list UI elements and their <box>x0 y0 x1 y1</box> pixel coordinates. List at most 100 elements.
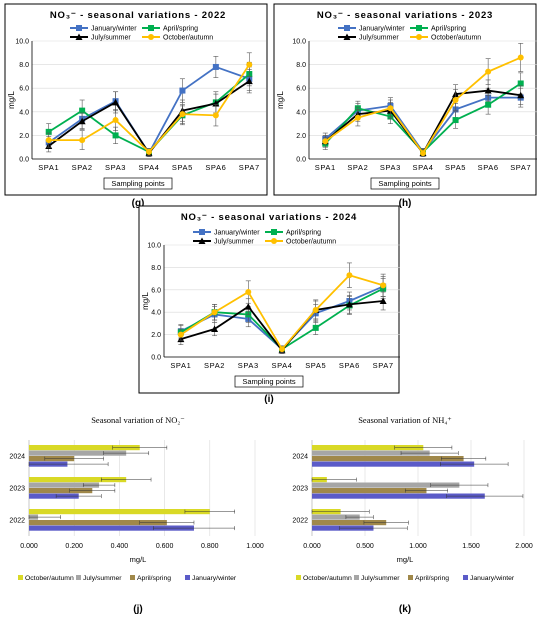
data-point <box>484 87 492 94</box>
data-point <box>420 150 426 157</box>
y-axis-label: mg/L <box>276 91 285 109</box>
y-tick-label: 2022 <box>9 518 25 525</box>
legend-swatch <box>130 575 135 580</box>
legend-marker <box>344 25 350 31</box>
x-tick-label: 0.200 <box>65 543 83 550</box>
data-point <box>517 80 524 87</box>
x-axis-label: Sampling points <box>242 377 296 386</box>
data-point <box>354 114 361 121</box>
legend-swatch <box>185 575 190 580</box>
bar <box>29 509 210 515</box>
data-point <box>517 54 524 61</box>
data-point <box>517 91 525 99</box>
y-tick-label: 6.0 <box>151 287 161 294</box>
x-tick-label: 1.000 <box>409 543 427 550</box>
y-tick-label: 6.0 <box>19 86 29 93</box>
legend-entry: October/autumn <box>303 575 352 582</box>
data-point <box>212 112 219 119</box>
panel-label-g: (g) <box>132 198 145 209</box>
y-tick-label: 8.0 <box>151 265 161 272</box>
bar <box>312 488 427 494</box>
y-tick-label: 2022 <box>292 518 308 525</box>
x-tick-label: SPA7 <box>510 163 531 172</box>
x-tick-label: SPA1 <box>38 163 59 172</box>
data-point <box>452 117 459 124</box>
legend-marker <box>148 34 154 40</box>
legend: January/winter April/spring July/summer Oct… <box>338 25 481 42</box>
bar <box>29 488 93 494</box>
x-axis-label-box <box>234 375 304 388</box>
x-tick-label: 1.500 <box>462 543 480 550</box>
x-tick-label: SPA2 <box>72 163 93 172</box>
x-tick-label: SPA2 <box>347 163 368 172</box>
chart-title: Seasonal variation of NH₄⁺ <box>358 415 452 425</box>
data-point <box>387 105 394 112</box>
bar <box>312 493 485 499</box>
legend: October/autumn July/summer April/spring Jan… <box>18 575 237 582</box>
x-tick-label: 0.500 <box>356 543 374 550</box>
x-tick-label: 0.000 <box>20 543 38 550</box>
y-tick-label: 4.0 <box>19 109 29 116</box>
chart-title: NO₃⁻ - seasonal variations - 2024 <box>181 212 357 223</box>
line-chart-1: NO₃⁻ - seasonal variations - 2022 0.0 2.0 4… <box>4 3 268 196</box>
y-tick-label: 2023 <box>292 486 308 493</box>
y-tick-label: 2024 <box>9 454 25 461</box>
data-point <box>380 282 387 289</box>
x-tick-label: SPA6 <box>478 163 499 172</box>
x-tick-label: SPA1 <box>315 163 336 172</box>
x-axis-label: Sampling points <box>378 179 432 188</box>
legend-entry: January/winter <box>192 575 237 582</box>
y-tick-label: 0.0 <box>19 157 29 164</box>
y-tick-label: 10.0 <box>15 39 29 46</box>
panel-label-h: (h) <box>399 198 412 209</box>
chart-title: NO₃⁻ - seasonal variations - 2022 <box>50 10 226 21</box>
x-axis-label: mg/L <box>397 555 414 564</box>
legend-entry: April/spring <box>286 230 321 237</box>
bar <box>29 477 127 483</box>
legend: January/winter April/spring July/summer Oct… <box>70 25 213 42</box>
legend-entry: January/winter <box>214 230 260 237</box>
legend-marker <box>416 25 422 31</box>
chart-frame <box>273 3 537 196</box>
data-point <box>211 325 219 332</box>
y-tick-label: 8.0 <box>296 62 306 69</box>
y-tick-label: 10.0 <box>147 243 161 250</box>
legend-marker <box>76 25 82 31</box>
x-tick-label: 0.800 <box>201 543 219 550</box>
data-point <box>452 97 459 103</box>
y-tick-label: 2.0 <box>19 133 29 140</box>
x-tick-label: SPA3 <box>238 361 259 370</box>
panel-label-k: (k) <box>399 604 411 615</box>
bar <box>29 482 100 488</box>
x-tick-label: SPA1 <box>170 361 191 370</box>
legend-swatch <box>354 575 359 580</box>
y-axis-label: mg/L <box>7 91 16 109</box>
data-point <box>79 107 86 114</box>
bar-chart-1: Seasonal variation of NO₂⁻ 0.000 0.200 0.40… <box>9 415 263 582</box>
bar <box>312 456 464 462</box>
x-axis-label: mg/L <box>130 555 147 564</box>
legend-entry: October/autumn <box>431 35 481 42</box>
bar-chart-2: Seasonal variation of NH₄⁺ 0.000 0.500 1.00… <box>292 415 532 582</box>
x-tick-label: 2.000 <box>515 543 533 550</box>
legend-marker <box>148 25 154 31</box>
x-tick-label: SPA5 <box>172 163 193 172</box>
legend-entry: October/autumn <box>286 239 336 246</box>
bar <box>29 450 127 456</box>
data-point <box>179 87 186 94</box>
data-point <box>312 306 319 313</box>
series-october-autumn <box>322 43 524 157</box>
data-point <box>177 331 184 338</box>
bar <box>312 482 460 488</box>
data-point <box>45 128 52 135</box>
legend-marker <box>416 34 422 40</box>
data-point <box>146 148 152 155</box>
x-tick-label: 0.400 <box>111 543 129 550</box>
x-axis-label-box <box>103 177 173 190</box>
x-tick-label: SPA3 <box>380 163 401 172</box>
data-point <box>212 63 219 70</box>
x-axis-label: Sampling points <box>111 179 165 188</box>
legend-entry: July/summer <box>91 35 131 42</box>
chart-title: NO₃⁻ - seasonal variations - 2023 <box>317 10 493 21</box>
